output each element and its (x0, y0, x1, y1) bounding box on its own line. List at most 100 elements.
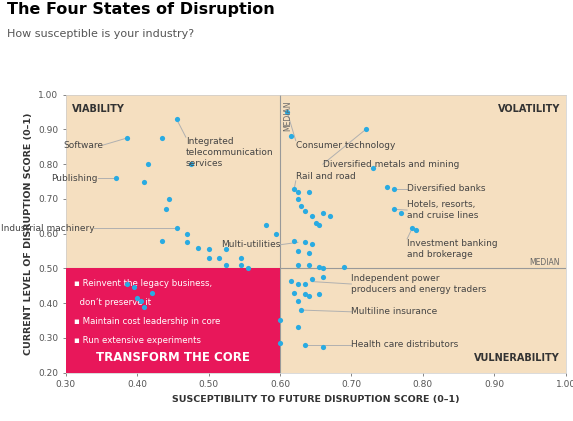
Point (193, 244, 202, 251)
Text: Diversified banks: Diversified banks (407, 184, 485, 193)
Point (318, 209, 327, 216)
Text: Investment banking
and brokerage: Investment banking and brokerage (407, 239, 498, 258)
Y-axis label: CURRENT LEVEL OF DISRUPTION SCORE (0–1): CURRENT LEVEL OF DISRUPTION SCORE (0–1) (23, 112, 33, 355)
Point (122, 281, 131, 288)
Point (290, 289, 299, 296)
Point (304, 249, 313, 256)
Point (293, 281, 303, 288)
Point (318, 274, 327, 280)
Text: Consumer technology: Consumer technology (296, 141, 395, 149)
Point (111, 175, 120, 181)
Point (147, 289, 156, 296)
Text: The Four States of Disruption: The Four States of Disruption (7, 2, 275, 17)
Point (293, 298, 303, 305)
Text: How susceptible is your industry?: How susceptible is your industry? (7, 29, 195, 40)
Point (143, 161, 152, 168)
Point (383, 184, 392, 190)
Point (293, 195, 303, 202)
Point (290, 185, 299, 192)
Point (308, 241, 317, 248)
Point (304, 293, 313, 300)
Point (140, 303, 149, 310)
Point (286, 277, 295, 284)
Point (308, 275, 317, 282)
Point (172, 116, 181, 123)
Point (158, 135, 167, 141)
Point (311, 220, 320, 226)
Point (236, 255, 245, 261)
Text: VIABILITY: VIABILITY (72, 104, 124, 115)
Text: Industrial machinery: Industrial machinery (1, 224, 95, 233)
Point (300, 239, 309, 246)
Point (315, 291, 324, 298)
Point (318, 343, 327, 350)
Point (397, 209, 406, 216)
Point (304, 261, 313, 268)
Point (222, 246, 231, 253)
Point (276, 317, 285, 324)
Point (325, 213, 335, 220)
Point (161, 206, 170, 213)
Point (340, 263, 349, 270)
Point (361, 126, 370, 133)
Point (286, 133, 295, 140)
Point (244, 265, 253, 272)
Point (215, 255, 224, 261)
Point (300, 291, 309, 298)
Text: Integrated
telecommunication
services: Integrated telecommunication services (186, 137, 273, 168)
Point (136, 298, 146, 305)
Text: don’t preserve it: don’t preserve it (74, 298, 152, 307)
Point (293, 324, 303, 331)
Point (236, 261, 245, 268)
Point (407, 225, 417, 232)
Text: Multi-utilities: Multi-utilities (221, 240, 280, 249)
Point (122, 135, 131, 141)
Point (186, 161, 195, 168)
Point (272, 230, 281, 237)
Point (293, 248, 303, 254)
Point (390, 206, 399, 213)
Bar (66, 269, 280, 373)
Point (158, 237, 167, 244)
Text: Rail and road: Rail and road (296, 172, 355, 181)
Point (300, 208, 309, 214)
Point (183, 230, 192, 237)
X-axis label: SUSCEPTIBILITY TO FUTURE DISRUPTION SCORE (0–1): SUSCEPTIBILITY TO FUTURE DISRUPTION SCOR… (172, 395, 460, 404)
Text: TRANSFORM THE CORE: TRANSFORM THE CORE (96, 351, 250, 364)
Text: VOLATILITY: VOLATILITY (497, 104, 560, 115)
Text: Diversified metals and mining: Diversified metals and mining (323, 160, 459, 169)
Point (318, 265, 327, 272)
Text: VULNERABILITY: VULNERABILITY (474, 353, 560, 363)
Text: Hotels, resorts,
and cruise lines: Hotels, resorts, and cruise lines (407, 200, 478, 220)
Point (133, 295, 142, 301)
Point (297, 306, 306, 313)
Point (276, 340, 285, 346)
Text: Health care distributors: Health care distributors (351, 340, 458, 349)
Text: ▪ Run extensive experiments: ▪ Run extensive experiments (74, 336, 202, 345)
Text: Software: Software (63, 141, 103, 149)
Text: Independent power
producers and energy traders: Independent power producers and energy t… (351, 274, 486, 294)
Text: Multiline insurance: Multiline insurance (351, 307, 438, 316)
Point (315, 221, 324, 228)
Point (300, 281, 309, 288)
Point (165, 195, 174, 202)
Point (222, 261, 231, 268)
Point (204, 255, 213, 261)
Point (183, 239, 192, 246)
Point (282, 109, 292, 115)
Point (297, 203, 306, 209)
Text: ▪ Reinvent the legacy business,: ▪ Reinvent the legacy business, (74, 279, 213, 288)
Point (368, 164, 378, 171)
Point (293, 189, 303, 195)
Point (315, 263, 324, 270)
Text: MEDIAN: MEDIAN (283, 101, 292, 131)
Point (293, 261, 303, 268)
Point (390, 185, 399, 192)
Point (300, 341, 309, 348)
Text: Publishing: Publishing (52, 173, 98, 183)
Point (411, 227, 420, 234)
Point (261, 221, 270, 228)
Point (204, 246, 213, 253)
Text: ▪ Maintain cost leadership in core: ▪ Maintain cost leadership in core (74, 317, 221, 326)
Text: MEDIAN: MEDIAN (529, 258, 560, 267)
